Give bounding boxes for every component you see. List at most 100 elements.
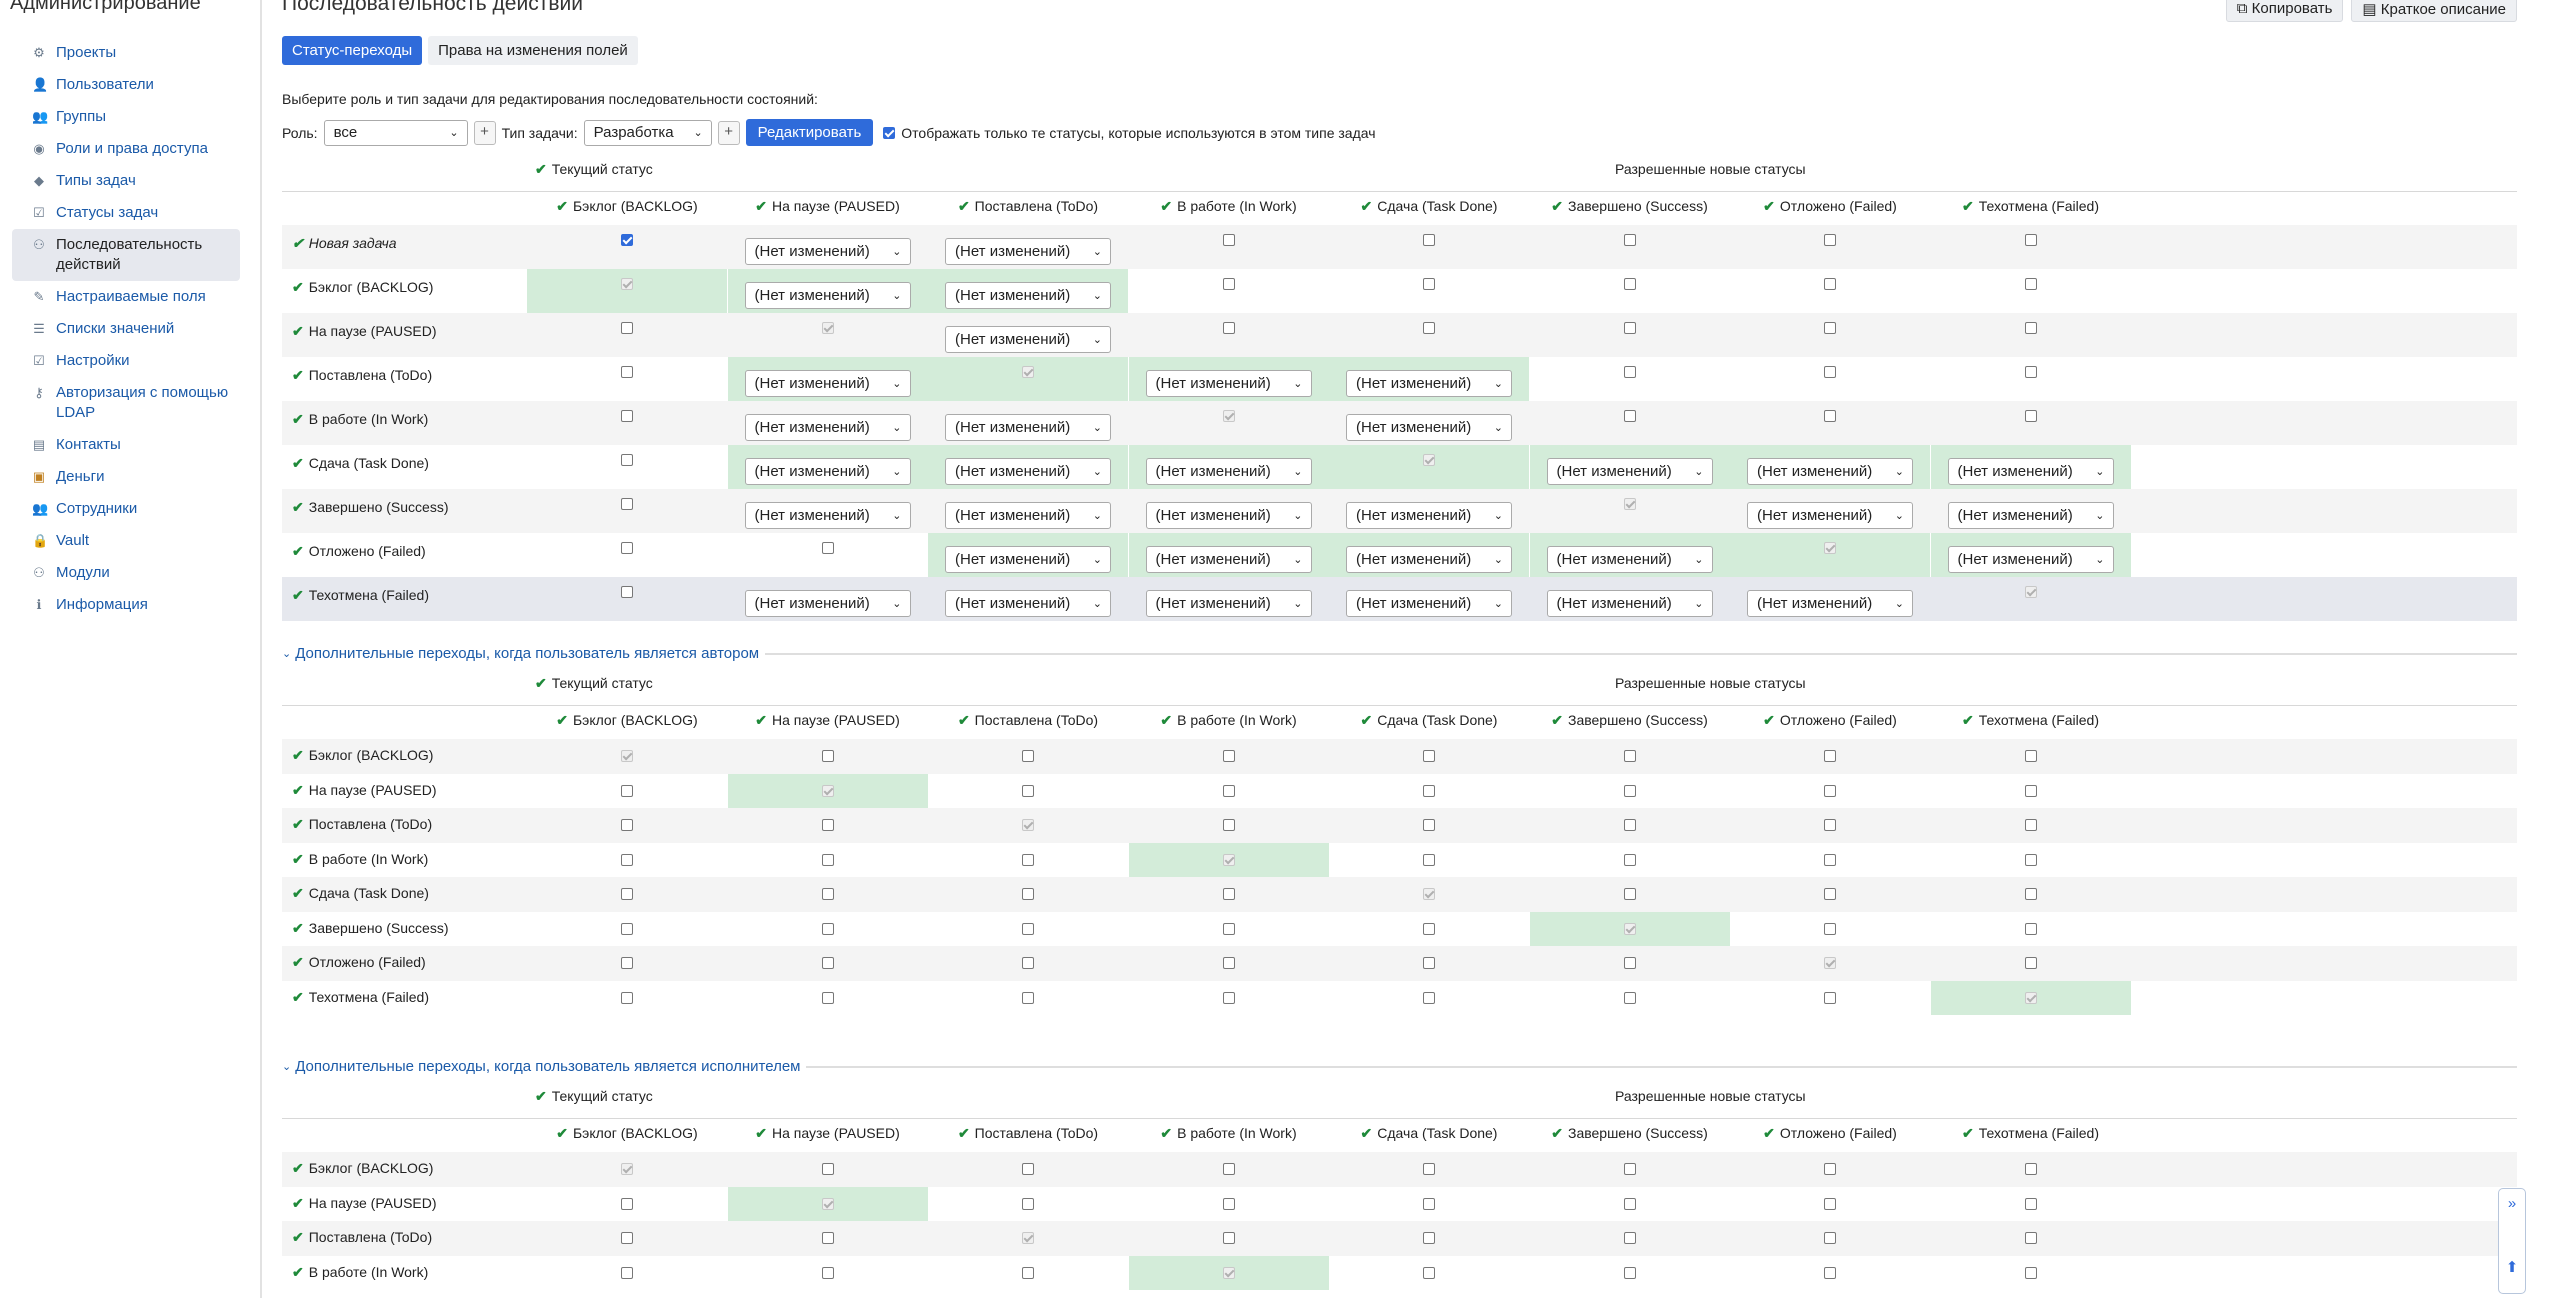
transition-checkbox[interactable] — [2024, 1266, 2037, 1279]
transition-checkbox[interactable] — [1623, 322, 1636, 334]
status-column-header[interactable]: ✔ Сдача (Task Done) — [1329, 1125, 1529, 1142]
status-column-header[interactable]: ✔ Техотмена (Failed) — [1931, 1125, 2131, 1142]
transition-checkbox[interactable] — [1824, 366, 1836, 378]
transition-checkbox[interactable] — [821, 750, 834, 763]
field-change-select[interactable]: (Нет изменений) ⌄ — [1747, 501, 1913, 529]
transition-checkbox[interactable] — [2024, 784, 2037, 797]
transition-checkbox[interactable] — [1423, 1163, 1435, 1176]
transition-checkbox[interactable] — [1423, 1232, 1435, 1245]
tab-field-permissions[interactable]: Права на изменения полей — [428, 36, 638, 65]
sidebar-item[interactable]: ▤ Контакты — [12, 429, 240, 461]
transition-checkbox[interactable] — [1824, 1266, 1836, 1279]
transition-checkbox[interactable] — [1623, 957, 1636, 970]
tracker-select[interactable]: Разработка ⌄ — [583, 119, 712, 146]
transition-checkbox[interactable] — [2024, 922, 2037, 935]
field-change-select[interactable]: (Нет изменений) ⌄ — [1947, 545, 2114, 573]
expand-icon[interactable]: » — [2507, 1195, 2517, 1212]
status-column-header[interactable]: ✔ Завершено (Success) — [1530, 1125, 1730, 1142]
status-column-header[interactable]: ✔ Поставлена (ToDo) — [928, 712, 1128, 729]
transition-checkbox[interactable] — [621, 1266, 633, 1279]
sidebar-item[interactable]: 👥 Сотрудники — [12, 493, 240, 525]
transition-checkbox[interactable] — [621, 991, 633, 1004]
transition-checkbox[interactable] — [821, 991, 834, 1004]
transition-checkbox[interactable] — [1423, 322, 1435, 334]
transition-checkbox[interactable] — [1022, 1266, 1034, 1279]
transition-checkbox[interactable] — [1222, 1197, 1235, 1210]
assignee-section-toggle[interactable]: ⌄ Дополнительные переходы, когда пользов… — [282, 1058, 2517, 1075]
transition-checkbox[interactable] — [2024, 322, 2037, 334]
status-column-header[interactable]: ✔ Поставлена (ToDo) — [928, 198, 1128, 215]
transition-checkbox[interactable] — [621, 957, 633, 970]
field-change-select[interactable]: (Нет изменений) ⌄ — [1346, 545, 1512, 573]
transition-checkbox[interactable] — [1623, 410, 1636, 422]
status-column-header[interactable]: ✔ Отложено (Failed) — [1730, 712, 1930, 729]
transition-checkbox[interactable] — [1423, 957, 1435, 970]
transition-checkbox[interactable] — [1824, 888, 1836, 901]
edit-button[interactable]: Редактировать — [745, 119, 874, 146]
transition-checkbox[interactable] — [621, 853, 633, 866]
field-change-select[interactable]: (Нет изменений) ⌄ — [1145, 369, 1312, 397]
status-column-header[interactable]: ✔ Поставлена (ToDo) — [928, 1125, 1128, 1142]
transition-checkbox[interactable] — [1022, 853, 1034, 866]
transition-checkbox[interactable] — [1824, 234, 1836, 246]
field-change-select[interactable]: (Нет изменений) ⌄ — [945, 457, 1111, 485]
transition-checkbox[interactable] — [2024, 278, 2037, 290]
transition-checkbox[interactable] — [1423, 853, 1435, 866]
transition-checkbox[interactable] — [1222, 750, 1235, 763]
transition-checkbox[interactable] — [1222, 888, 1235, 901]
field-change-select[interactable]: (Нет изменений) ⌄ — [1346, 501, 1512, 529]
status-column-header[interactable]: ✔ Сдача (Task Done) — [1329, 712, 1529, 729]
transition-checkbox[interactable] — [1423, 1266, 1435, 1279]
sidebar-item[interactable]: ☰ Списки значений — [12, 313, 240, 345]
transition-checkbox[interactable] — [621, 498, 633, 510]
transition-checkbox[interactable] — [1222, 991, 1235, 1004]
transition-checkbox[interactable] — [1623, 888, 1636, 901]
transition-checkbox[interactable] — [2024, 1197, 2037, 1210]
field-change-select[interactable]: (Нет изменений) ⌄ — [945, 589, 1111, 617]
sidebar-item[interactable]: ☑ Статусы задач — [12, 197, 240, 229]
field-change-select[interactable]: (Нет изменений) ⌄ — [744, 501, 911, 529]
transition-checkbox[interactable] — [821, 1163, 834, 1176]
transition-checkbox[interactable] — [1022, 784, 1034, 797]
transition-checkbox[interactable] — [1824, 1163, 1836, 1176]
transition-checkbox[interactable] — [621, 784, 633, 797]
transition-checkbox[interactable] — [1623, 234, 1636, 246]
transition-checkbox[interactable] — [1022, 922, 1034, 935]
status-column-header[interactable]: ✔ Бэклог (BACKLOG) — [527, 712, 727, 729]
transition-checkbox[interactable] — [821, 888, 834, 901]
transition-checkbox[interactable] — [2024, 410, 2037, 422]
transition-checkbox[interactable] — [1623, 366, 1636, 378]
transition-checkbox[interactable] — [1423, 278, 1435, 290]
field-change-select[interactable]: (Нет изменений) ⌄ — [1546, 457, 1713, 485]
field-change-select[interactable]: (Нет изменений) ⌄ — [1546, 545, 1713, 573]
transition-checkbox[interactable] — [621, 888, 633, 901]
status-column-header[interactable]: ✔ В работе (In Work) — [1129, 198, 1329, 215]
status-column-header[interactable]: ✔ В работе (In Work) — [1129, 712, 1329, 729]
transition-checkbox[interactable] — [1824, 1232, 1836, 1245]
field-change-select[interactable]: (Нет изменений) ⌄ — [744, 457, 911, 485]
field-change-select[interactable]: (Нет изменений) ⌄ — [945, 413, 1111, 441]
transition-checkbox[interactable] — [1824, 991, 1836, 1004]
transition-checkbox[interactable] — [821, 819, 834, 832]
transition-checkbox[interactable] — [1824, 784, 1836, 797]
sidebar-item[interactable]: 👥 Группы — [12, 101, 240, 133]
field-change-select[interactable]: (Нет изменений) ⌄ — [1947, 457, 2114, 485]
transition-checkbox[interactable] — [1222, 957, 1235, 970]
field-change-select[interactable]: (Нет изменений) ⌄ — [744, 413, 911, 441]
sidebar-item[interactable]: ⚷ Авторизация с помощью LDAP — [12, 377, 240, 429]
transition-checkbox[interactable] — [2024, 234, 2037, 246]
transition-checkbox[interactable] — [821, 957, 834, 970]
transition-checkbox[interactable] — [821, 853, 834, 866]
transition-checkbox[interactable] — [2024, 366, 2037, 378]
transition-checkbox[interactable] — [821, 1266, 834, 1279]
transition-checkbox[interactable] — [1022, 991, 1034, 1004]
transition-checkbox[interactable] — [1022, 1197, 1034, 1210]
transition-checkbox[interactable] — [2024, 957, 2037, 970]
transition-checkbox[interactable] — [621, 1197, 633, 1210]
field-change-select[interactable]: (Нет изменений) ⌄ — [1145, 589, 1312, 617]
transition-checkbox[interactable] — [1022, 1163, 1034, 1176]
transition-checkbox[interactable] — [1623, 1266, 1636, 1279]
sidebar-item[interactable]: ⚙ Проекты — [12, 37, 240, 69]
transition-checkbox[interactable] — [1222, 234, 1235, 246]
sidebar-item[interactable]: ℹ Информация — [12, 589, 240, 621]
